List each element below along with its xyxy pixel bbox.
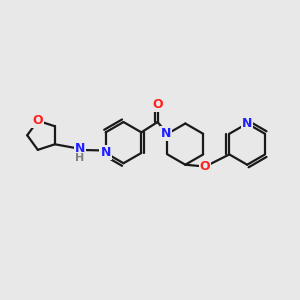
Text: O: O [200,160,210,173]
Text: O: O [152,98,163,111]
Text: H: H [75,153,85,163]
Text: N: N [161,127,171,140]
Text: N: N [75,142,85,155]
Text: O: O [32,114,43,127]
Text: N: N [100,146,111,159]
Text: N: N [242,117,252,130]
